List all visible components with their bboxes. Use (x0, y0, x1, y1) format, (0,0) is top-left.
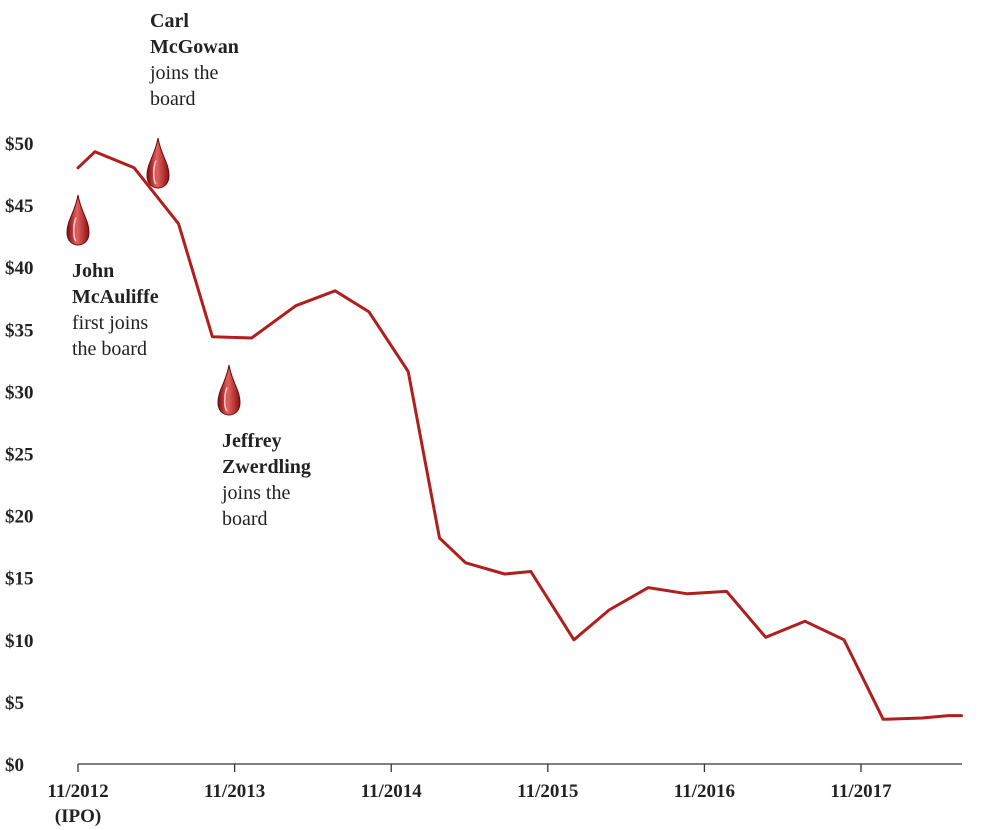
annotation-text: joins the (149, 62, 218, 84)
annotation-text: Zwerdling (222, 456, 311, 478)
price-line (76, 150, 963, 721)
x-tick-sublabel: (IPO) (55, 806, 101, 827)
y-tick-label: $20 (5, 507, 34, 528)
annotation-layer: Carl McGowan joins the board John McAuliffe fi… (66, 10, 311, 530)
blood-drop-highlight (152, 160, 157, 185)
x-tick-label: 11/2016 (674, 781, 735, 802)
annotation-text: board (222, 508, 268, 530)
y-tick-label: $10 (5, 631, 34, 652)
y-tick-label: $5 (5, 693, 24, 714)
x-tick-label: 11/2015 (517, 781, 578, 802)
annotation-text: the board (72, 338, 147, 360)
y-tick-label: $15 (5, 569, 34, 590)
y-tick-label: $50 (5, 134, 34, 155)
series-layer (76, 150, 963, 721)
blood-drop-icon (66, 194, 90, 246)
annotation-text: Jeffrey (222, 430, 282, 452)
annotation-text: board (150, 88, 196, 110)
annotation-text: McGowan (150, 36, 239, 58)
x-tick-label: 11/2014 (361, 781, 423, 802)
x-axis: 11/2012 (IPO) 11/2013 11/2014 11/2015 11/2016… (47, 763, 962, 827)
blood-drop-icon (146, 137, 170, 189)
y-tick-label: $0 (5, 755, 24, 776)
y-axis: $0 $5 $10 $15 $20 $25 $30 $35 $40 $45 $50 (5, 134, 34, 776)
annotation-text: first joins (72, 312, 148, 334)
annotation-text: joins the (221, 482, 290, 504)
blood-drop-highlight (223, 387, 228, 412)
y-tick-label: $30 (5, 382, 34, 403)
x-tick-label: 11/2012 (47, 781, 108, 802)
annotation-text: John (72, 260, 114, 282)
annotation-text: Carl (150, 10, 189, 32)
annotation-text: McAuliffe (72, 286, 159, 308)
x-tick-label: 11/2017 (830, 781, 892, 802)
x-tick-label: 11/2013 (204, 781, 265, 802)
y-tick-label: $25 (5, 445, 34, 466)
blood-drop-highlight (72, 217, 77, 242)
y-tick-label: $45 (5, 196, 34, 217)
y-tick-label: $35 (5, 320, 34, 341)
blood-drop-icon (217, 364, 241, 416)
y-tick-label: $40 (5, 258, 34, 279)
